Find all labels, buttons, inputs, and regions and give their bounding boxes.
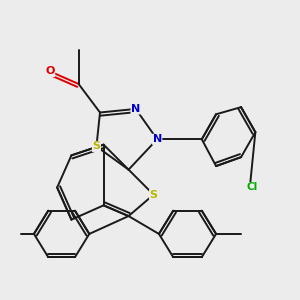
Text: Cl: Cl	[246, 182, 257, 193]
Text: N: N	[152, 134, 162, 144]
Text: O: O	[45, 66, 55, 76]
Text: N: N	[131, 104, 140, 114]
Text: S: S	[150, 190, 158, 200]
Text: S: S	[92, 141, 101, 152]
